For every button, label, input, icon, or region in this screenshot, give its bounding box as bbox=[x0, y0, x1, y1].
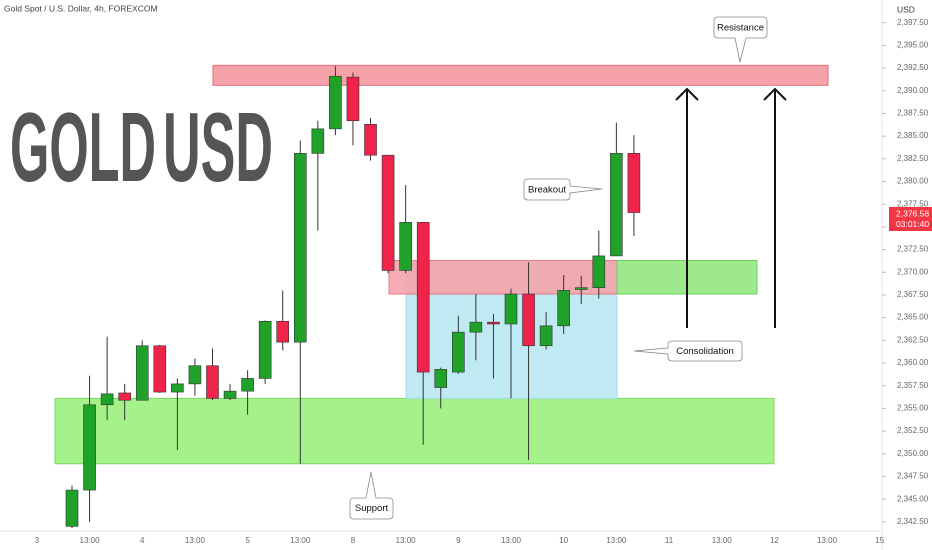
y-tick-label: 2,392.50 bbox=[897, 63, 929, 72]
callout bbox=[349, 471, 394, 520]
candle-body bbox=[610, 153, 623, 257]
candle-body bbox=[416, 222, 430, 373]
callout bbox=[633, 340, 743, 362]
last-price: 2,376.58 bbox=[896, 208, 929, 218]
annotation: Breakout bbox=[528, 185, 566, 196]
x-tick-label: 13:00 bbox=[606, 536, 627, 545]
y-tick-label: 2,347.50 bbox=[897, 472, 929, 481]
y-tick-label: 2,355.00 bbox=[897, 403, 929, 412]
candle-body bbox=[241, 378, 254, 392]
last-price-box bbox=[889, 207, 932, 231]
headline: USD bbox=[163, 92, 273, 202]
candle-body bbox=[118, 392, 131, 401]
candle-body bbox=[504, 293, 518, 325]
candle-body bbox=[557, 290, 570, 327]
y-tick-label: 2,370.00 bbox=[897, 267, 929, 276]
candles bbox=[65, 66, 641, 529]
candle-body bbox=[206, 365, 219, 399]
candle-body bbox=[399, 222, 412, 271]
x-tick-label: 13:00 bbox=[501, 536, 522, 545]
zone bbox=[54, 397, 775, 465]
candle-body bbox=[452, 331, 465, 373]
callout bbox=[713, 16, 768, 63]
y-tick-label: 2,377.50 bbox=[897, 199, 929, 208]
candle-body bbox=[171, 383, 184, 393]
candle-body bbox=[223, 390, 237, 399]
candle-body bbox=[592, 255, 606, 288]
x-tick-label: 13:00 bbox=[712, 536, 733, 545]
candle-body bbox=[100, 393, 114, 406]
x-tick-label: 10 bbox=[559, 536, 568, 545]
y-tick-label: 2,387.50 bbox=[897, 109, 929, 118]
y-tick-label: 2,362.50 bbox=[897, 335, 929, 344]
candle-body bbox=[574, 287, 588, 290]
chart-title: Gold Spot / U.S. Dollar, 4h, FOREXCOM bbox=[4, 3, 158, 13]
x-tick-label: 3 bbox=[35, 536, 40, 545]
x-tick-label: 13:00 bbox=[185, 536, 206, 545]
x-tick-label: 13:00 bbox=[80, 536, 101, 545]
annotation: Support bbox=[355, 503, 389, 514]
y-tick-label: 2,365.00 bbox=[897, 313, 929, 322]
candle-body bbox=[188, 365, 202, 385]
x-tick-label: 13:00 bbox=[396, 536, 417, 545]
candle-body bbox=[346, 76, 360, 122]
y-tick-label: 2,390.00 bbox=[897, 86, 929, 95]
candle-body bbox=[153, 345, 167, 393]
y-tick-label: 2,397.50 bbox=[897, 18, 929, 27]
y-tick-label: 2,380.00 bbox=[897, 177, 929, 186]
x-tick-label: 8 bbox=[351, 536, 356, 545]
candle-body bbox=[135, 345, 149, 401]
candle-body bbox=[522, 293, 535, 347]
annotation: Consolidation bbox=[676, 346, 734, 357]
arrows bbox=[675, 87, 787, 328]
y-tick-label: 2,367.50 bbox=[897, 290, 929, 299]
x-tick-label: 15 bbox=[875, 536, 884, 545]
candle-body bbox=[258, 320, 272, 379]
x-tick-label: 5 bbox=[245, 536, 250, 545]
x-tick-label: 12 bbox=[770, 536, 779, 545]
candle-body bbox=[381, 154, 395, 271]
candle-body bbox=[329, 75, 342, 130]
x-tick-label: 13:00 bbox=[290, 536, 311, 545]
candle-body bbox=[539, 325, 553, 347]
callout bbox=[523, 178, 603, 201]
candle-body bbox=[469, 321, 483, 333]
arrow bbox=[675, 87, 699, 328]
x-tick-label: 13:00 bbox=[817, 536, 838, 545]
y-tick-label: 2,350.00 bbox=[897, 449, 929, 458]
y-tick-label: 2,360.00 bbox=[897, 358, 929, 367]
y-tick-label: 2,342.50 bbox=[897, 517, 929, 526]
x-tick-label: 11 bbox=[665, 536, 674, 545]
x-tick-label: 9 bbox=[456, 536, 461, 545]
countdown: 03:01:40 bbox=[896, 219, 929, 229]
zone bbox=[212, 64, 829, 86]
candle-body bbox=[434, 369, 448, 388]
candle-body bbox=[364, 124, 377, 156]
arrow bbox=[763, 87, 787, 328]
y-tick-label: 2,345.00 bbox=[897, 494, 929, 503]
candle-body bbox=[65, 489, 79, 527]
y-tick-label: 2,382.50 bbox=[897, 154, 929, 163]
candle-body bbox=[83, 404, 96, 491]
candle-body bbox=[627, 153, 641, 213]
y-tick-label: 2,357.50 bbox=[897, 381, 929, 390]
x-tick-label: 4 bbox=[140, 536, 145, 545]
y-tick-label: 2,395.00 bbox=[897, 40, 929, 49]
y-tick-label: 2,372.50 bbox=[897, 245, 929, 254]
currency: USD bbox=[897, 4, 915, 14]
candle-body bbox=[293, 153, 307, 343]
candle-body bbox=[276, 320, 290, 343]
price-axis: 2,342.50 2,345.00 2,347.50 2,350.00 2,352.50… bbox=[882, 18, 929, 526]
annotation: Resistance bbox=[717, 23, 764, 34]
y-tick-label: 2,385.00 bbox=[897, 131, 929, 140]
headline: GOLD bbox=[10, 92, 156, 202]
y-tick-label: 2,352.50 bbox=[897, 426, 929, 435]
candle-body bbox=[311, 128, 325, 154]
candle-body bbox=[487, 321, 500, 325]
